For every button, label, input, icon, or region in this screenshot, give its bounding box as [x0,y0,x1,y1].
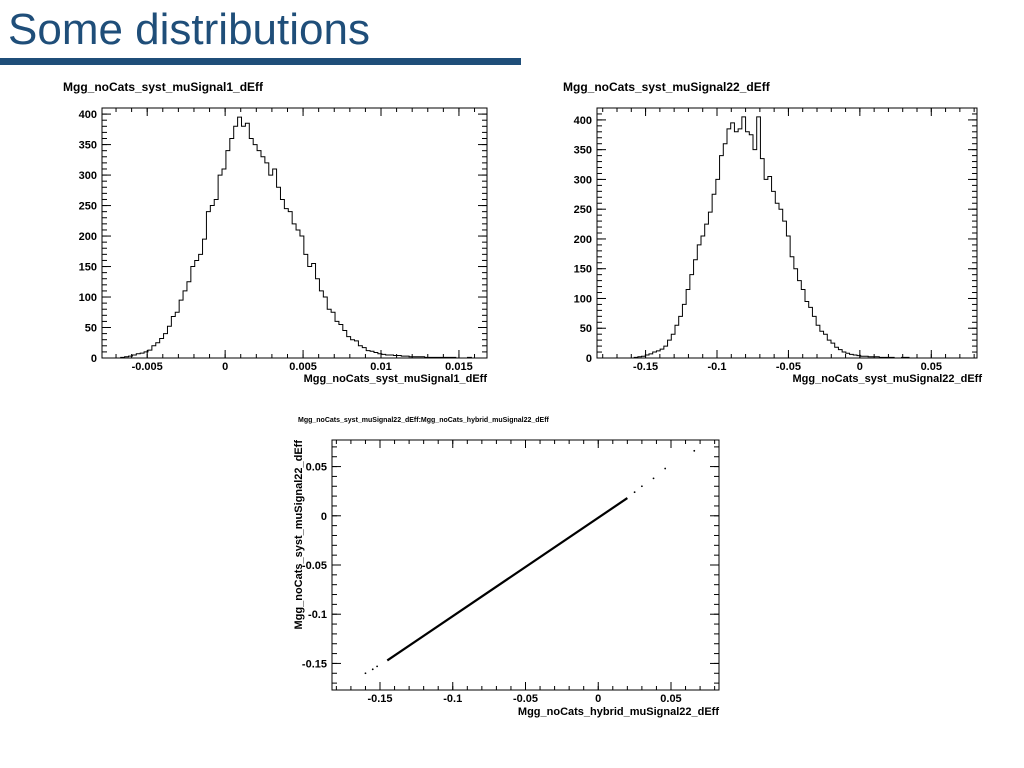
y-tick-label: -0.05 [302,560,327,572]
y-tick-label: 0.05 [306,462,327,474]
histogram-musignal1-plot: Mgg_noCats_syst_muSignal1_dEff Mgg_noCats… [63,80,488,385]
scatter-point [652,477,655,480]
scatter-point-cluster [386,497,628,662]
x-tick-label: -0.15 [633,361,658,373]
plot-frame [331,439,720,691]
y-tick-label: 50 [85,323,97,335]
scatter-point [693,449,696,452]
y-tick-label: 0 [91,353,97,365]
y-tick-label: 150 [79,262,97,274]
y-tick-label: 0 [321,511,327,523]
y-tick-label: 100 [574,293,592,305]
x-tick-label: 0 [595,693,601,705]
x-axis-label: Mgg_noCats_hybrid_muSignal22_dEff [518,706,719,718]
plot-frame [101,107,488,359]
chart-title: Mgg_noCats_syst_muSignal22_dEff:Mgg_noCa… [298,417,550,424]
x-tick-label: 0.015 [445,361,473,373]
scatter-syst-vs-hybrid-plot: Mgg_noCats_syst_muSignal22_dEff:Mgg_noCa… [293,417,720,718]
histogram-series [120,116,472,359]
x-tick-label: 0.05 [660,693,681,705]
scatter-point [371,668,374,671]
y-tick-label: 250 [79,201,97,213]
slide-title: Some distributions [8,5,370,54]
x-tick-label: -0.005 [132,361,163,373]
y-tick-label: 50 [580,323,592,335]
y-tick-label: 400 [79,109,97,121]
y-tick-label: 100 [79,292,97,304]
y-tick-label: 350 [79,140,97,152]
y-tick-label: -0.15 [302,658,327,670]
x-tick-label: 0 [222,361,228,373]
y-tick-label: 150 [574,264,592,276]
chart-title: Mgg_noCats_syst_muSignal22_dEff [563,80,771,94]
scatter-point [633,491,636,494]
histogram-musignal22-plot: Mgg_noCats_syst_muSignal22_dEff Mgg_noCat… [563,80,983,385]
y-tick-label: 400 [574,115,592,127]
x-tick-label: -0.1 [708,361,727,373]
y-tick-label: 0 [586,353,592,365]
title-rule [0,58,521,65]
x-tick-label: 0.01 [370,361,391,373]
scatter-point [364,672,367,675]
x-axis-label: Mgg_noCats_syst_muSignal1_dEff [304,373,488,385]
y-tick-label: 300 [79,170,97,182]
x-tick-label: 0.005 [289,361,317,373]
x-tick-label: -0.1 [443,693,462,705]
chart-title: Mgg_noCats_syst_muSignal1_dEff [63,80,264,94]
x-tick-label: -0.15 [367,693,392,705]
scatter-point [376,665,379,668]
scatter-point [664,467,667,470]
histogram-series [633,116,910,359]
y-tick-label: 350 [574,145,592,157]
plot-frame [596,107,978,359]
x-tick-label: 0.05 [921,361,942,373]
x-tick-label: 0 [857,361,863,373]
y-tick-label: -0.1 [308,609,327,621]
x-tick-label: -0.05 [776,361,801,373]
y-tick-label: 200 [79,231,97,243]
x-axis-label: Mgg_noCats_syst_muSignal22_dEff [793,373,983,385]
scatter-point [640,485,643,488]
y-tick-label: 200 [574,234,592,246]
y-tick-label: 250 [574,204,592,216]
y-tick-label: 300 [574,174,592,186]
x-tick-label: -0.05 [513,693,538,705]
y-axis-label: Mgg_noCats_syst_muSignal22_dEff [293,440,305,630]
